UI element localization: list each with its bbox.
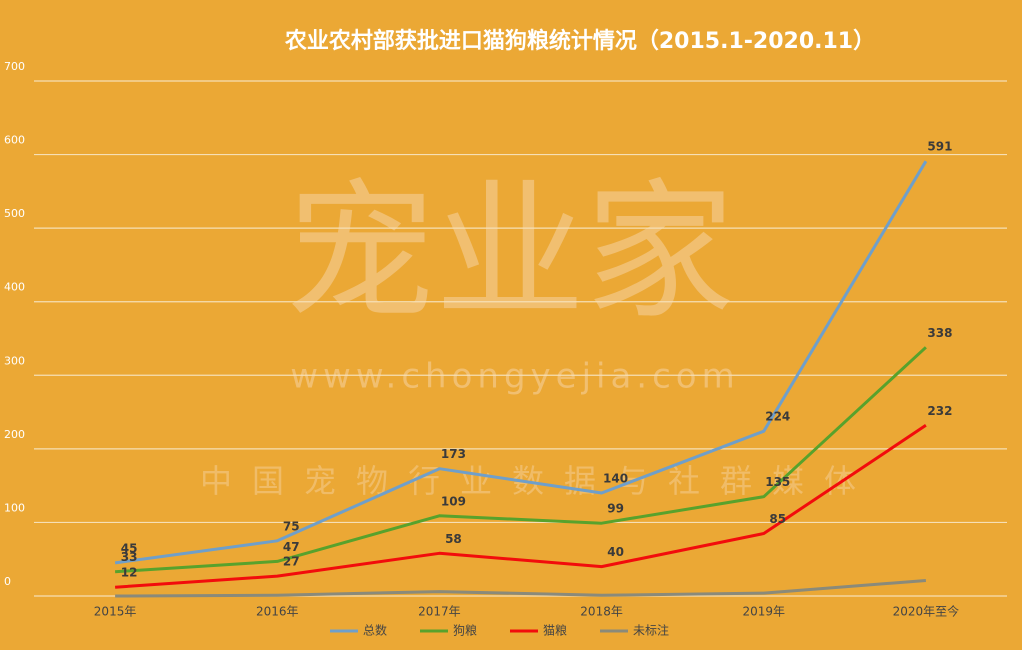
data-label: 85 — [769, 512, 786, 526]
x-tick-label: 2015年 — [94, 605, 137, 619]
legend-label: 狗粮 — [453, 623, 477, 638]
data-label: 338 — [927, 326, 952, 340]
data-label: 224 — [765, 410, 790, 424]
data-label: 173 — [441, 447, 466, 461]
data-label: 109 — [441, 494, 466, 508]
data-label: 75 — [283, 519, 300, 533]
y-tick-label: 300 — [4, 354, 25, 367]
data-label: 99 — [607, 502, 624, 516]
x-tick-label: 2019年 — [742, 605, 785, 619]
data-label: 40 — [607, 545, 624, 559]
data-label: 140 — [603, 472, 628, 486]
x-tick-label: 2017年 — [418, 605, 461, 619]
legend-label: 猫粮 — [543, 623, 567, 638]
series-line — [114, 160, 928, 565]
data-label: 45 — [121, 541, 138, 555]
y-tick-label: 400 — [4, 281, 25, 294]
y-tick-label: 500 — [4, 207, 25, 220]
y-tick-label: 0 — [4, 575, 11, 588]
watermark-url: www.chongyejia.com — [290, 357, 739, 397]
series-line — [114, 424, 927, 589]
x-tick-label: 2016年 — [256, 605, 299, 619]
legend-label: 总数 — [363, 623, 387, 638]
x-tick-label: 2018年 — [580, 605, 623, 619]
y-tick-label: 100 — [4, 501, 25, 514]
data-label: 12 — [121, 566, 138, 580]
watermark-logo: 宠业家 — [285, 166, 735, 340]
y-tick-label: 700 — [4, 60, 25, 73]
chart-title: 农业农村部获批进口猫狗粮统计情况（2015.1-2020.11） — [284, 28, 875, 54]
data-label: 232 — [927, 404, 952, 418]
data-label: 47 — [283, 540, 300, 554]
legend-label: 未标注 — [633, 623, 669, 638]
series-line — [115, 579, 927, 598]
x-tick-label: 2020年至今 — [893, 604, 960, 619]
series-line — [115, 346, 927, 574]
data-label: 58 — [445, 532, 462, 546]
data-label: 135 — [765, 475, 790, 489]
data-label: 591 — [927, 140, 952, 154]
y-tick-label: 200 — [4, 428, 25, 441]
y-tick-label: 600 — [4, 134, 25, 147]
data-label: 33 — [121, 550, 138, 564]
data-label: 27 — [283, 555, 300, 569]
